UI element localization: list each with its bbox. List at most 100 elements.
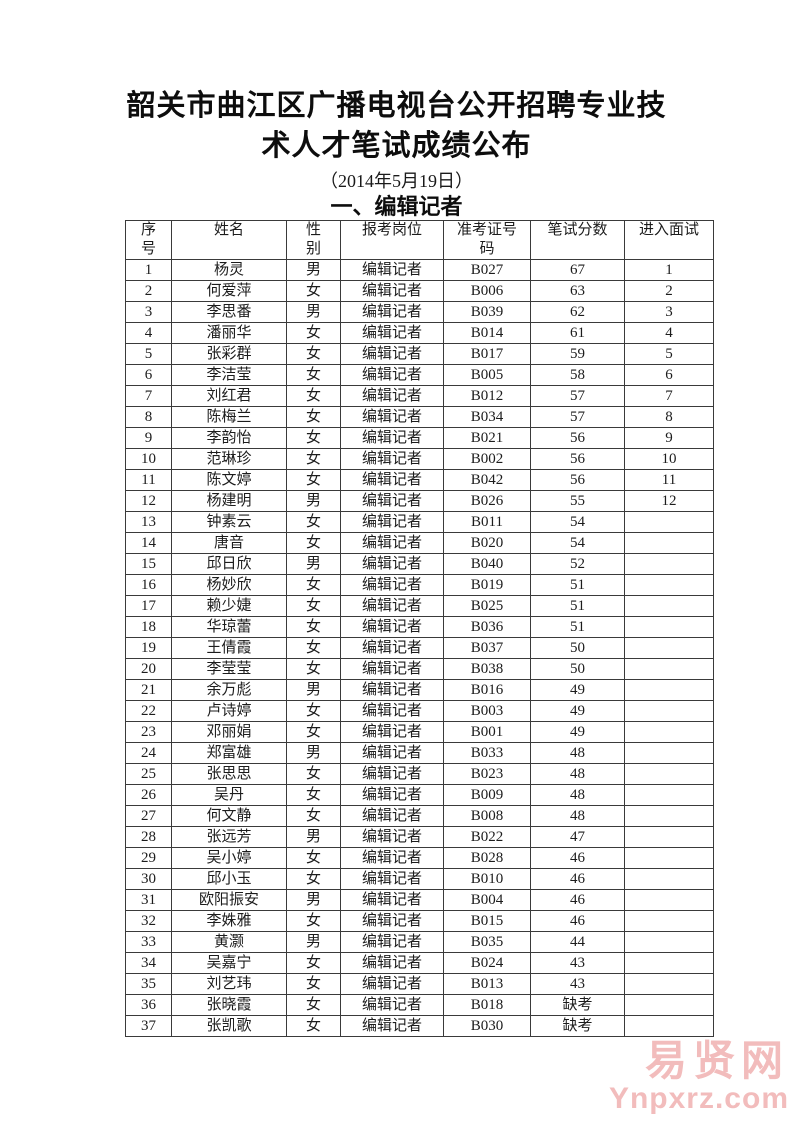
- cell-name: 钟素云: [171, 511, 287, 533]
- table-row: 35 刘艺玮女编辑记者 B013 43: [125, 973, 714, 995]
- cell-interview: [624, 637, 714, 659]
- cell-exam-id: B008: [443, 805, 531, 827]
- cell-position: 编辑记者: [340, 343, 444, 365]
- cell-exam-id: B028: [443, 847, 531, 869]
- cell-score: 67: [530, 259, 625, 281]
- cell-interview: 10: [624, 448, 714, 470]
- cell-no: 25: [125, 763, 172, 785]
- cell-score: 46: [530, 847, 625, 869]
- cell-name: 余万彪: [171, 679, 287, 701]
- table-row: 6 李洁莹女编辑记者 B005 58 6: [125, 364, 714, 386]
- cell-no: 13: [125, 511, 172, 533]
- cell-position: 编辑记者: [340, 994, 444, 1016]
- header-no: 序 号: [125, 220, 172, 260]
- cell-name: 何文静: [171, 805, 287, 827]
- cell-name: 邓丽娟: [171, 721, 287, 743]
- cell-interview: [624, 973, 714, 995]
- watermark: 易贤网 Ynpxrz.com: [609, 1040, 789, 1114]
- cell-position: 编辑记者: [340, 280, 444, 302]
- cell-position: 编辑记者: [340, 574, 444, 596]
- cell-position: 编辑记者: [340, 406, 444, 428]
- cell-name: 吴嘉宁: [171, 952, 287, 974]
- table-row: 11 陈文婷女编辑记者 B042 56 11: [125, 469, 714, 491]
- cell-no: 36: [125, 994, 172, 1016]
- document-page: 韶关市曲江区广播电视台公开招聘专业技 术人才笔试成绩公布 （2014年5月19日…: [125, 90, 714, 1037]
- cell-name: 杨妙欣: [171, 574, 287, 596]
- cell-name: 张思思: [171, 763, 287, 785]
- cell-name: 张彩群: [171, 343, 287, 365]
- cell-exam-id: B015: [443, 910, 531, 932]
- cell-score: 54: [530, 511, 625, 533]
- cell-gender: 男: [286, 742, 341, 764]
- cell-score: 46: [530, 889, 625, 911]
- cell-exam-id: B009: [443, 784, 531, 806]
- cell-name: 华琼蕾: [171, 616, 287, 638]
- cell-exam-id: B042: [443, 469, 531, 491]
- cell-interview: [624, 763, 714, 785]
- cell-score: 48: [530, 763, 625, 785]
- publish-date: （2014年5月19日）: [320, 171, 473, 191]
- cell-gender: 女: [286, 469, 341, 491]
- cell-score: 44: [530, 931, 625, 953]
- cell-interview: 9: [624, 427, 714, 449]
- cell-no: 15: [125, 553, 172, 575]
- cell-name: 何爱萍: [171, 280, 287, 302]
- table-row: 1 杨灵男编辑记者 B027 67 1: [125, 259, 714, 281]
- cell-no: 3: [125, 301, 172, 323]
- cell-exam-id: B004: [443, 889, 531, 911]
- cell-score: 52: [530, 553, 625, 575]
- cell-position: 编辑记者: [340, 637, 444, 659]
- cell-name: 王倩霞: [171, 637, 287, 659]
- cell-no: 30: [125, 868, 172, 890]
- cell-no: 22: [125, 700, 172, 722]
- watermark-site-url: Ynpxrz.com: [608, 1082, 789, 1115]
- cell-name: 杨建明: [171, 490, 287, 512]
- cell-interview: [624, 700, 714, 722]
- cell-exam-id: B006: [443, 280, 531, 302]
- cell-position: 编辑记者: [340, 259, 444, 281]
- cell-position: 编辑记者: [340, 910, 444, 932]
- cell-no: 33: [125, 931, 172, 953]
- table-row: 3 李思番男编辑记者 B039 62 3: [125, 301, 714, 323]
- cell-position: 编辑记者: [340, 469, 444, 491]
- cell-no: 23: [125, 721, 172, 743]
- cell-interview: 5: [624, 343, 714, 365]
- header-gender: 性 别: [286, 220, 341, 260]
- table-row: 27 何文静女编辑记者 B008 48: [125, 805, 714, 827]
- cell-name: 李思番: [171, 301, 287, 323]
- cell-position: 编辑记者: [340, 931, 444, 953]
- cell-name: 李姝雅: [171, 910, 287, 932]
- cell-score: 57: [530, 406, 625, 428]
- cell-interview: [624, 658, 714, 680]
- cell-name: 邱日欣: [171, 553, 287, 575]
- cell-exam-id: B017: [443, 343, 531, 365]
- cell-interview: [624, 910, 714, 932]
- table-row: 9 李韵怡女编辑记者 B021 56 9: [125, 427, 714, 449]
- cell-position: 编辑记者: [340, 553, 444, 575]
- cell-name: 唐音: [171, 532, 287, 554]
- cell-exam-id: B014: [443, 322, 531, 344]
- page-title-line1: 韶关市曲江区广播电视台公开招聘专业技: [126, 90, 667, 122]
- cell-name: 范琳珍: [171, 448, 287, 470]
- cell-gender: 男: [286, 301, 341, 323]
- header-name: 姓名: [171, 220, 287, 260]
- cell-position: 编辑记者: [340, 784, 444, 806]
- cell-exam-id: B001: [443, 721, 531, 743]
- cell-no: 27: [125, 805, 172, 827]
- cell-score: 49: [530, 700, 625, 722]
- cell-score: 51: [530, 616, 625, 638]
- cell-position: 编辑记者: [340, 1015, 444, 1037]
- cell-interview: [624, 595, 714, 617]
- cell-exam-id: B011: [443, 511, 531, 533]
- cell-gender: 女: [286, 532, 341, 554]
- cell-position: 编辑记者: [340, 868, 444, 890]
- cell-exam-id: B005: [443, 364, 531, 386]
- cell-score: 48: [530, 742, 625, 764]
- cell-exam-id: B040: [443, 553, 531, 575]
- cell-exam-id: B036: [443, 616, 531, 638]
- cell-no: 9: [125, 427, 172, 449]
- cell-exam-id: B030: [443, 1015, 531, 1037]
- cell-no: 26: [125, 784, 172, 806]
- cell-gender: 女: [286, 994, 341, 1016]
- cell-no: 6: [125, 364, 172, 386]
